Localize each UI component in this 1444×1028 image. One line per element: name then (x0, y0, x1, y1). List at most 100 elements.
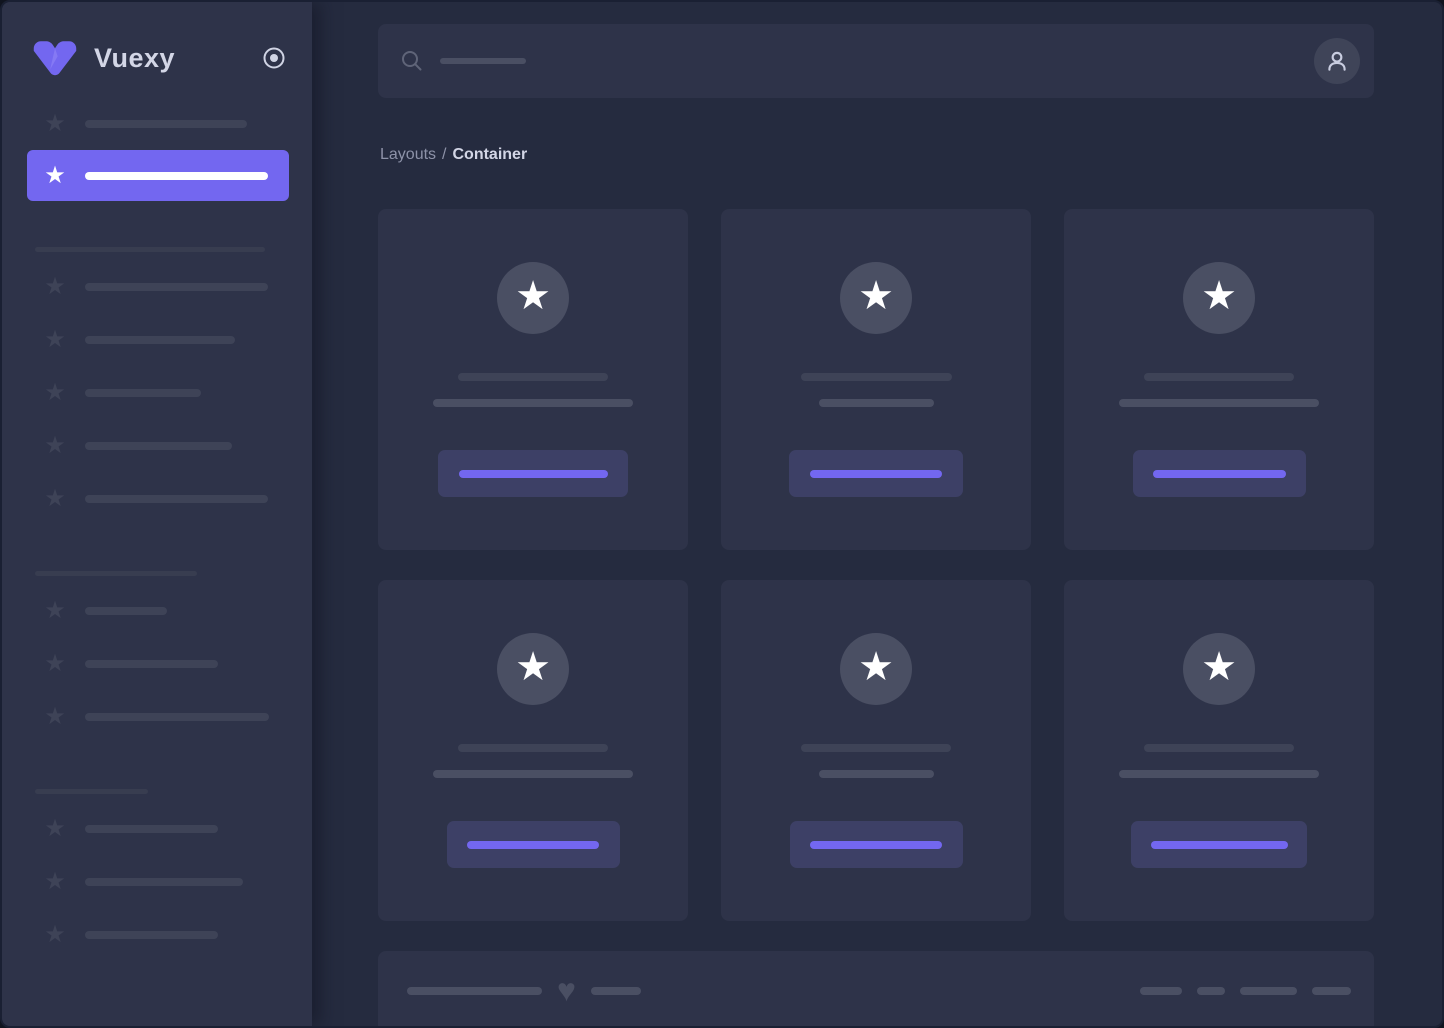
vuexy-v-logo-icon (33, 41, 77, 76)
sidebar-section: ★ ★ ★ (2, 584, 312, 743)
sidebar-menu: ★ ★ ★ ★ ★ ★ ★ ★ ★ ★ ★ ★ ★ (2, 98, 312, 961)
sidebar-menu-item[interactable]: ★ (27, 260, 289, 313)
star-icon: ★ (44, 325, 66, 353)
search-input[interactable] (378, 24, 1374, 98)
user-avatar-icon (1328, 51, 1346, 71)
card-subtitle-placeholder (818, 770, 934, 778)
star-icon: ★ (44, 110, 66, 137)
sidebar-menu-item[interactable]: ★ (27, 802, 289, 855)
star-icon: ★ (858, 274, 894, 318)
star-icon: ★ (44, 596, 66, 624)
star-icon: ★ (515, 274, 551, 318)
card-action-button[interactable] (438, 450, 628, 497)
demo-card: ★ (378, 580, 688, 921)
card-action-button[interactable] (1131, 821, 1307, 868)
sidebar-menu-item[interactable]: ★ (27, 98, 289, 150)
card-avatar-circle: ★ (497, 262, 569, 334)
sidebar-menu-item[interactable]: ★ (27, 366, 289, 419)
sidebar-section-header-placeholder (35, 247, 265, 252)
footer-text-placeholder (1312, 987, 1351, 995)
sidebar-section: ★ ★ ★ (2, 802, 312, 961)
menu-item-label-placeholder (85, 171, 268, 180)
star-icon: ★ (44, 867, 66, 895)
sidebar-menu-item[interactable]: ★ (27, 690, 289, 743)
card-action-button[interactable] (446, 821, 620, 868)
card-subtitle-placeholder (1119, 770, 1319, 778)
sidebar-menu-item[interactable]: ★ (27, 472, 289, 525)
card-subtitle-placeholder (818, 399, 934, 407)
menu-item-label-placeholder (85, 712, 269, 721)
sidebar-menu-item[interactable]: ★ (27, 584, 289, 637)
footer-card: ♥ (378, 951, 1374, 1026)
footer-text-placeholder (1140, 987, 1182, 995)
card-avatar-circle: ★ (1183, 262, 1255, 334)
sidebar-section-header-placeholder (35, 571, 197, 576)
brand: Vuexy (2, 26, 312, 90)
star-icon: ★ (515, 645, 551, 689)
search-icon (402, 51, 422, 71)
card-subtitle-placeholder (433, 399, 633, 407)
card-grid: ★ ★ ★ ★ ★ (378, 209, 1374, 921)
card-avatar-circle: ★ (840, 262, 912, 334)
star-icon: ★ (44, 484, 66, 512)
star-icon: ★ (44, 814, 66, 842)
card-action-button[interactable] (1132, 450, 1306, 497)
menu-item-label-placeholder (85, 441, 232, 450)
star-icon: ★ (44, 649, 66, 677)
sidebar-menu-item[interactable]: ★ (27, 419, 289, 472)
brand-name: Vuexy (94, 42, 176, 73)
star-icon: ★ (44, 702, 66, 730)
menu-item-label-placeholder (85, 388, 201, 397)
card-title-placeholder (1144, 373, 1294, 381)
sidebar-menu-item[interactable]: ★ (27, 908, 289, 961)
menu-item-label-placeholder (85, 659, 218, 668)
footer-right (1140, 987, 1351, 995)
card-action-button[interactable] (789, 450, 963, 497)
demo-card: ★ (1064, 580, 1374, 921)
sidebar: Vuexy ★ ★ ★ ★ ★ ★ ★ ★ ★ ★ ★ (2, 2, 312, 1026)
button-label-placeholder (810, 469, 942, 478)
demo-card: ★ (721, 209, 1031, 550)
menu-item-label-placeholder (85, 606, 167, 615)
star-icon: ★ (44, 431, 66, 459)
breadcrumb-parent[interactable]: Layouts (380, 146, 437, 163)
radio-circle-icon[interactable] (262, 46, 286, 70)
card-title-placeholder (800, 373, 952, 381)
menu-item-label-placeholder (85, 877, 243, 886)
menu-item-label-placeholder (85, 824, 218, 833)
button-label-placeholder (467, 840, 599, 849)
card-action-button[interactable] (789, 821, 963, 868)
button-label-placeholder (1150, 840, 1288, 849)
footer-text-placeholder (1197, 987, 1225, 995)
demo-card: ★ (378, 209, 688, 550)
menu-item-label-placeholder (85, 282, 268, 291)
card-title-placeholder (1144, 744, 1294, 752)
sidebar-menu-item[interactable]: ★ (27, 313, 289, 366)
star-icon: ★ (44, 920, 66, 948)
breadcrumb-separator: / (442, 146, 447, 163)
card-title-placeholder (801, 744, 951, 752)
button-label-placeholder (458, 469, 608, 478)
button-label-placeholder (1152, 469, 1286, 478)
main-content: Layouts / Container ★ ★ ★ ★ (312, 2, 1442, 1026)
heart-icon: ♥ (557, 972, 576, 1008)
star-icon: ★ (1201, 645, 1237, 689)
card-avatar-circle: ★ (497, 633, 569, 705)
sidebar-section-header-placeholder (35, 789, 148, 794)
card-subtitle-placeholder (1119, 399, 1319, 407)
star-icon: ★ (858, 645, 894, 689)
search-placeholder-bar (440, 58, 526, 64)
star-icon: ★ (44, 272, 66, 300)
card-title-placeholder (458, 744, 608, 752)
sidebar-menu-item[interactable]: ★ (27, 150, 289, 201)
sidebar-menu-item[interactable]: ★ (27, 637, 289, 690)
star-icon: ★ (44, 378, 66, 406)
footer-text-placeholder (591, 987, 641, 995)
menu-item-label-placeholder (85, 494, 268, 503)
user-avatar-button[interactable] (1314, 38, 1360, 84)
sidebar-menu-item[interactable]: ★ (27, 855, 289, 908)
menu-item-label-placeholder (85, 120, 247, 128)
card-avatar-circle: ★ (840, 633, 912, 705)
demo-card: ★ (721, 580, 1031, 921)
